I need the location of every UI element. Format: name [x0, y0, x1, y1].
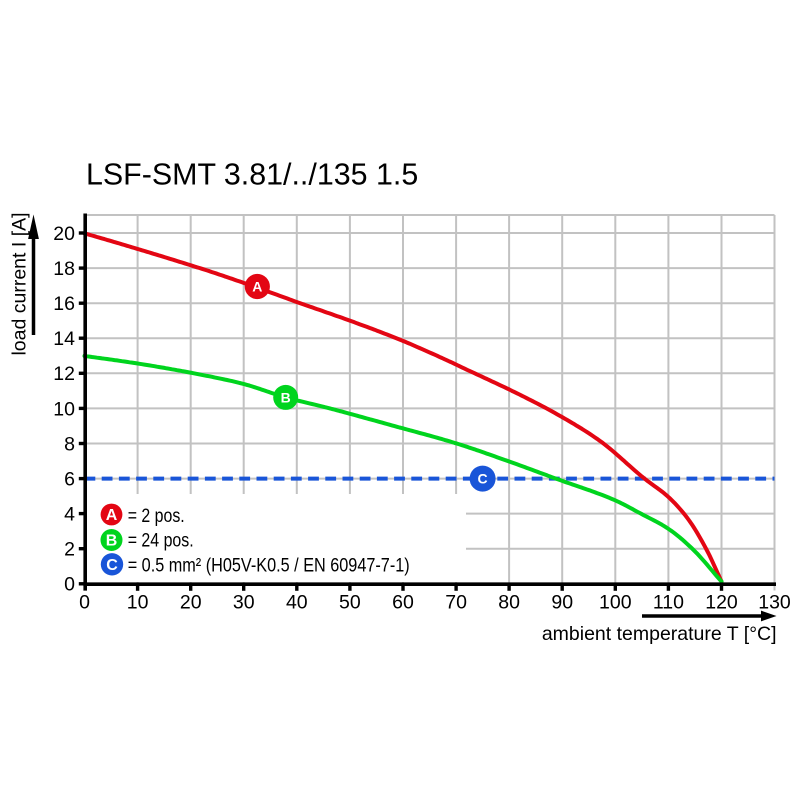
svg-text:30: 30: [233, 592, 255, 614]
svg-text:A: A: [252, 279, 262, 295]
svg-text:120: 120: [705, 592, 738, 614]
svg-text:A: A: [106, 507, 118, 524]
svg-text:40: 40: [286, 592, 308, 614]
svg-text:18: 18: [53, 258, 75, 280]
svg-text:130: 130: [758, 592, 791, 614]
svg-text:ambient temperature T [°C]: ambient temperature T [°C]: [542, 623, 777, 645]
svg-text:20: 20: [53, 223, 75, 245]
svg-text:= 2 pos.: = 2 pos.: [128, 505, 185, 527]
svg-text:10: 10: [127, 592, 149, 614]
svg-text:4: 4: [64, 504, 75, 526]
svg-text:load current I [A]: load current I [A]: [9, 212, 31, 355]
svg-text:70: 70: [445, 592, 467, 614]
svg-text:6: 6: [64, 469, 75, 491]
svg-text:90: 90: [551, 592, 573, 614]
svg-text:12: 12: [53, 363, 75, 385]
svg-text:B: B: [106, 533, 118, 550]
svg-text:14: 14: [53, 328, 75, 350]
svg-text:16: 16: [53, 293, 75, 315]
svg-text:50: 50: [339, 592, 361, 614]
svg-text:0: 0: [64, 574, 75, 596]
svg-text:C: C: [478, 471, 488, 487]
svg-text:= 0.5 mm² (H05V-K0.5 / EN 6094: = 0.5 mm² (H05V-K0.5 / EN 60947-7-1): [128, 555, 410, 577]
svg-text:C: C: [106, 557, 118, 574]
svg-text:LSF-SMT 3.81/../135 1.5: LSF-SMT 3.81/../135 1.5: [86, 158, 418, 192]
svg-text:20: 20: [180, 592, 202, 614]
svg-text:= 24 pos.: = 24 pos.: [128, 530, 194, 552]
svg-text:0: 0: [79, 592, 90, 614]
svg-text:80: 80: [498, 592, 520, 614]
svg-text:60: 60: [392, 592, 414, 614]
svg-text:2: 2: [64, 539, 75, 561]
svg-text:100: 100: [599, 592, 632, 614]
svg-text:8: 8: [64, 433, 75, 455]
svg-text:B: B: [281, 389, 291, 405]
svg-text:10: 10: [53, 398, 75, 420]
svg-text:110: 110: [653, 592, 684, 614]
